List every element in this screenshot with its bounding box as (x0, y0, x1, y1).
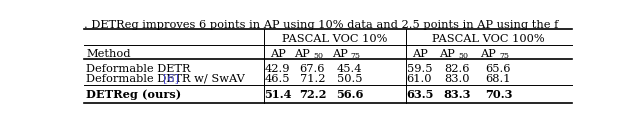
Text: . DETReg improves 6 points in AP using 10% data and 2.5 points in AP using the f: . DETReg improves 6 points in AP using 1… (84, 20, 558, 30)
Text: 68.1: 68.1 (486, 74, 511, 84)
Text: 42.9: 42.9 (265, 64, 291, 74)
Text: [6]: [6] (163, 74, 179, 84)
Text: 67.6: 67.6 (300, 64, 325, 74)
Text: 61.0: 61.0 (406, 74, 432, 84)
Text: 59.5: 59.5 (406, 64, 432, 74)
Text: DETReg (ours): DETReg (ours) (86, 89, 182, 100)
Text: PASCAL VOC 10%: PASCAL VOC 10% (282, 34, 387, 44)
Text: 82.6: 82.6 (445, 64, 470, 74)
Text: 50: 50 (313, 52, 323, 60)
Text: 50: 50 (458, 52, 468, 60)
Text: Deformable DETR: Deformable DETR (86, 64, 191, 74)
Text: 83.3: 83.3 (444, 89, 471, 100)
Text: 45.4: 45.4 (337, 64, 362, 74)
Text: 63.5: 63.5 (406, 89, 433, 100)
Text: 71.2: 71.2 (300, 74, 325, 84)
Text: AP: AP (332, 49, 348, 59)
Text: Deformable DETR w/ SwAV: Deformable DETR w/ SwAV (86, 74, 245, 84)
Text: 65.6: 65.6 (486, 64, 511, 74)
Text: 75: 75 (351, 52, 360, 60)
Text: 46.5: 46.5 (265, 74, 291, 84)
Text: AP: AP (439, 49, 455, 59)
Text: AP: AP (412, 49, 428, 59)
Text: 51.4: 51.4 (264, 89, 291, 100)
Text: 56.6: 56.6 (336, 89, 364, 100)
Text: PASCAL VOC 100%: PASCAL VOC 100% (433, 34, 545, 44)
Text: AP: AP (294, 49, 310, 59)
Text: 83.0: 83.0 (445, 74, 470, 84)
Text: 72.2: 72.2 (299, 89, 326, 100)
Text: Method: Method (86, 49, 131, 59)
Text: 50.5: 50.5 (337, 74, 362, 84)
Text: AP: AP (481, 49, 496, 59)
Text: 75: 75 (499, 52, 509, 60)
Text: AP: AP (269, 49, 285, 59)
Text: 70.3: 70.3 (484, 89, 512, 100)
